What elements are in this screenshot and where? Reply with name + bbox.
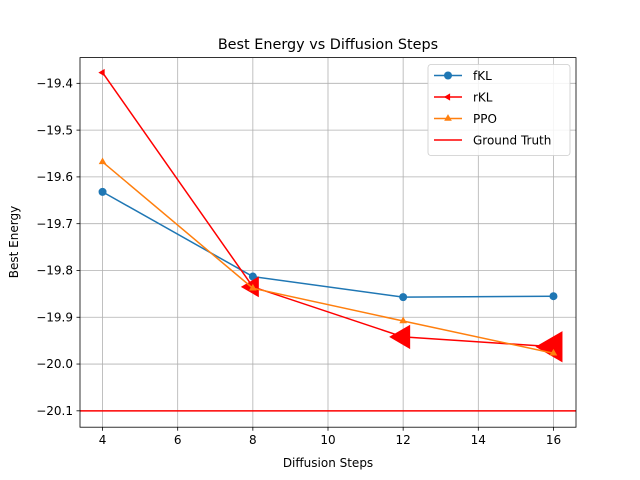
series-line-ppo xyxy=(102,161,554,355)
data-point-fkl xyxy=(399,293,408,302)
data-point-fkl xyxy=(248,272,257,281)
x-tick-label: 10 xyxy=(320,433,335,447)
y-tick-label: −19.5 xyxy=(36,123,73,137)
series-line-rkl xyxy=(101,72,554,348)
y-tick-label: −20.0 xyxy=(36,357,73,371)
x-axis-label: Diffusion Steps xyxy=(283,456,373,470)
data-point-ppo xyxy=(399,316,407,324)
y-tick-label: −20.1 xyxy=(36,404,73,418)
legend-marker-ppo xyxy=(444,114,452,121)
legend: fKL rKL PPO Ground Truth xyxy=(427,64,571,156)
x-tick-label: 12 xyxy=(396,433,411,447)
data-point-rkl xyxy=(389,324,411,350)
chart-title: Best Energy vs Diffusion Steps xyxy=(218,37,438,53)
series-layer xyxy=(98,68,563,363)
data-point-rkl xyxy=(98,68,105,77)
data-point-ppo xyxy=(249,283,257,291)
legend-marker-rkl xyxy=(443,93,451,101)
data-point-ppo xyxy=(549,348,558,356)
x-tick-label: 14 xyxy=(471,433,486,447)
legend-label-ppo: PPO xyxy=(473,112,497,126)
legend-marker-fkl xyxy=(444,71,452,80)
x-tick-label: 6 xyxy=(174,433,182,447)
x-tick-label: 8 xyxy=(249,433,257,447)
series-line-fkl xyxy=(102,191,554,298)
data-point-rkl xyxy=(240,276,259,298)
y-tick-label: −19.9 xyxy=(36,310,73,324)
data-point-fkl xyxy=(98,187,107,196)
y-tick-label: −19.8 xyxy=(36,264,73,278)
data-point-ppo xyxy=(98,157,107,165)
axis-ticks: 4 6 8 10 12 14 16 −19.4 −19.5 −19.6 −19.7 −19.8 −19.… xyxy=(36,77,561,448)
legend-label-rkl: rKL xyxy=(473,90,493,104)
y-tick-label: −19.7 xyxy=(36,217,73,231)
legend-label-fkl: fKL xyxy=(473,69,492,83)
y-tick-label: −19.4 xyxy=(36,77,73,91)
x-tick-label: 16 xyxy=(546,433,561,447)
data-point-fkl xyxy=(549,292,558,301)
y-axis-label: Best Energy xyxy=(7,206,21,278)
legend-box xyxy=(427,64,571,156)
x-tick-label: 4 xyxy=(99,433,107,447)
legend-label-ground-truth: Ground Truth xyxy=(473,133,551,147)
y-tick-label: −19.6 xyxy=(36,170,73,184)
